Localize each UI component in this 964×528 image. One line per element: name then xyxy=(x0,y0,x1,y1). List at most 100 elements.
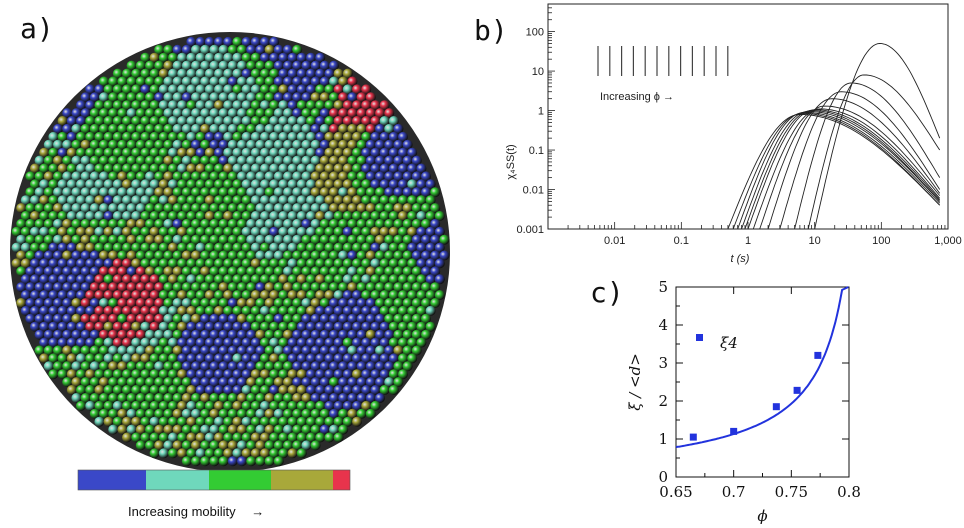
sphere-particle xyxy=(324,147,335,158)
sphere-particle xyxy=(122,226,132,237)
sphere-particle xyxy=(214,211,224,221)
sphere-particle xyxy=(398,369,408,380)
sphere-particle xyxy=(122,369,132,380)
sphere-particle xyxy=(421,234,431,245)
sphere-particle xyxy=(379,274,390,285)
sphere-particle xyxy=(48,274,59,285)
sphere-particle xyxy=(53,250,63,261)
sphere-particle xyxy=(287,337,298,348)
sphere-particle xyxy=(333,147,344,158)
sphere-particle xyxy=(80,377,91,388)
sphere-particle xyxy=(163,266,174,277)
sphere-particle xyxy=(237,266,247,277)
sphere-particle xyxy=(62,250,73,261)
sphere-particle xyxy=(324,321,335,332)
sphere-particle xyxy=(283,234,293,245)
sphere-particle xyxy=(177,337,188,348)
sphere-particle xyxy=(356,123,367,134)
sphere-particle xyxy=(430,218,441,229)
sphere-particle xyxy=(329,218,339,229)
sphere-particle xyxy=(209,234,220,245)
y-tick-label-b: 0.01 xyxy=(523,185,544,197)
sphere-particle xyxy=(154,408,165,419)
sphere-particle xyxy=(126,250,137,261)
sphere-particle xyxy=(237,282,247,293)
sphere-particle xyxy=(264,203,275,214)
sphere-particle xyxy=(296,179,307,190)
sphere-particle xyxy=(283,266,293,277)
sphere-particle xyxy=(264,282,275,293)
sphere-particle xyxy=(140,274,151,285)
sphere-particle xyxy=(283,393,293,403)
sphere-particle xyxy=(204,353,215,364)
sphere-particle xyxy=(172,218,183,229)
sphere-particle xyxy=(168,163,178,174)
sphere-particle xyxy=(71,234,82,245)
sphere-particle xyxy=(126,345,137,356)
y-axis-label-b: χ₄SS(t) xyxy=(505,144,517,179)
sphere-particle xyxy=(181,92,192,103)
sphere-particle xyxy=(89,393,100,403)
sphere-particle xyxy=(255,266,266,277)
sphere-particle xyxy=(306,337,316,348)
sphere-particle xyxy=(402,203,413,214)
sphere-particle xyxy=(186,448,197,459)
sphere-particle xyxy=(181,108,192,119)
sphere-particle xyxy=(407,274,418,285)
sphere-particle xyxy=(273,155,284,166)
sphere-particle xyxy=(223,211,234,221)
sphere-particle xyxy=(209,345,220,356)
sphere-particle xyxy=(108,424,119,435)
sphere-particle xyxy=(181,218,192,229)
sphere-particle xyxy=(255,329,266,340)
sphere-particle xyxy=(177,369,188,380)
sphere-particle xyxy=(402,155,413,166)
sphere-particle xyxy=(260,337,270,348)
sphere-particle xyxy=(388,163,399,174)
sphere-particle xyxy=(112,385,123,395)
y-tick-label-c: 1 xyxy=(658,430,668,448)
sphere-particle xyxy=(214,258,224,269)
sphere-particle xyxy=(260,84,270,95)
sphere-particle xyxy=(218,171,229,182)
sphere-particle xyxy=(356,377,367,388)
sphere-particle xyxy=(186,337,197,348)
sphere-particle xyxy=(30,258,40,269)
sphere-particle xyxy=(329,282,339,293)
sphere-particle xyxy=(204,100,215,111)
sphere-particle xyxy=(356,345,367,356)
sphere-particle xyxy=(181,361,192,372)
sphere-particle xyxy=(361,400,372,411)
sphere-particle xyxy=(260,36,270,47)
sphere-particle xyxy=(347,76,358,87)
sphere-particle xyxy=(352,211,362,221)
sphere-particle xyxy=(99,298,109,308)
sphere-particle xyxy=(306,116,316,126)
sphere-particle xyxy=(163,424,174,435)
sphere-particle xyxy=(76,211,86,221)
sphere-particle xyxy=(342,116,353,126)
sphere-particle xyxy=(260,131,270,142)
sphere-particle xyxy=(209,44,220,55)
sphere-particle xyxy=(232,321,243,332)
sphere-particle xyxy=(99,171,109,182)
sphere-particle xyxy=(411,203,422,214)
sphere-particle xyxy=(264,171,275,182)
sphere-particle xyxy=(43,298,54,308)
sphere-particle xyxy=(80,329,91,340)
sphere-particle xyxy=(407,305,418,316)
sphere-particle xyxy=(154,250,165,261)
sphere-particle xyxy=(398,147,408,158)
sphere-particle xyxy=(273,44,284,55)
sphere-particle xyxy=(223,448,234,459)
mobility-bar-segment xyxy=(78,470,146,490)
sphere-particle xyxy=(181,234,192,245)
sphere-particle xyxy=(310,408,321,419)
sphere-particle xyxy=(223,195,234,206)
sphere-particle xyxy=(260,68,270,79)
sphere-particle xyxy=(315,321,326,332)
sphere-particle xyxy=(181,329,192,340)
sphere-particle xyxy=(218,393,229,403)
sphere-particle xyxy=(379,100,390,111)
sphere-particle xyxy=(158,258,169,269)
